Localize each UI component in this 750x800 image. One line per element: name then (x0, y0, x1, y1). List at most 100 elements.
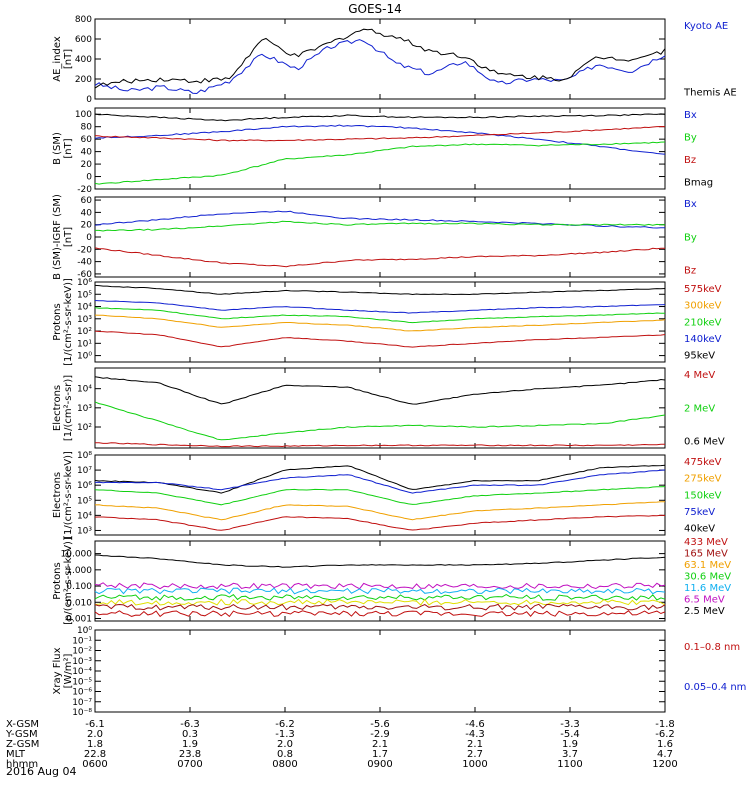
y-axis-label-line: [p/(cm²-s-sr-keV)] (63, 537, 74, 625)
y-axis-label-line: [nT] (63, 227, 74, 247)
y-tick-label: 10⁰ (77, 352, 92, 362)
y-tick-label: 10³ (77, 315, 92, 325)
y-tick-label: -40 (77, 258, 92, 268)
y-tick-label: 10⁸ (77, 451, 92, 461)
panel-6: 10³10⁴10⁵10⁶10⁷10⁸Electrons[1/(cm²-s-sr-… (52, 451, 722, 539)
ephemeris-value: -5.6 (370, 719, 390, 730)
y-tick-label: 10² (77, 423, 92, 433)
ephemeris-value: 22.8 (84, 749, 106, 760)
ephemeris-row-label: hhmm (6, 759, 38, 770)
y-tick-label: 80 (81, 123, 93, 133)
legend-label: Bz (684, 155, 696, 166)
legend-label: 2.5 MeV (684, 606, 725, 617)
legend-label: 475keV (684, 457, 722, 468)
ephemeris-value: 3.7 (562, 749, 578, 760)
series-line (94, 464, 666, 494)
y-tick-label: 10⁻⁸ (72, 708, 92, 718)
y-tick-label: 10¹ (77, 339, 92, 349)
panel-frame (94, 107, 666, 190)
series-line (94, 554, 666, 568)
y-tick-label: 10⁻² (72, 647, 92, 657)
y-tick-label: 20 (81, 160, 93, 170)
date-label: 2016 Aug 04 (6, 765, 76, 778)
legend-label: Bx (684, 199, 697, 210)
series-line (94, 247, 665, 268)
ephemeris-value: 2.7 (467, 749, 483, 760)
ephemeris-value: 2.0 (87, 729, 103, 740)
ephemeris-value: 2.1 (467, 739, 483, 750)
y-tick-label: 10⁶ (77, 278, 92, 288)
y-tick-label: 10.000 (61, 550, 93, 560)
y-tick-label: 0 (86, 233, 92, 243)
y-tick-label: 0 (86, 95, 92, 105)
ephemeris-value: 2.0 (277, 739, 293, 750)
series-line (94, 486, 666, 506)
ephemeris-value: -6.2 (655, 729, 675, 740)
y-tick-label: 400 (75, 55, 92, 65)
legend-label: 275keV (684, 474, 722, 485)
panel-frame (94, 196, 666, 278)
ephemeris-row-label: Z-GSM (6, 739, 39, 750)
y-tick-label: 0.010 (66, 598, 92, 608)
y-axis-label-line: Electrons (52, 385, 63, 431)
y-tick-label: 20 (81, 221, 93, 231)
y-axis-label-line: [1/(cm²-s-sr)] (63, 375, 74, 441)
plot-title: GOES-14 (348, 2, 402, 16)
panel-frame (94, 18, 666, 100)
series-line (94, 594, 666, 601)
legend-label: 30.6 MeV (684, 572, 731, 583)
y-tick-label: 10⁵ (77, 290, 92, 300)
y-tick-label: 10² (77, 327, 92, 337)
series-line (94, 401, 666, 441)
y-axis-label-line: [1/(cm²-s-sr-keV)] (63, 278, 74, 366)
y-axis-label-line: B (SM) (52, 132, 63, 165)
panel-3: -60 -40 -20 0 20 40 60 B (SM)-IGRF (SM)[nT] Bx By… (52, 194, 697, 280)
series-line (94, 610, 666, 618)
legend-label: 210keV (684, 317, 722, 328)
ephemeris-value: 1200 (652, 759, 677, 770)
series-line (94, 587, 666, 595)
ephemeris-value: 0.8 (277, 749, 293, 760)
legend-label: 433 MeV (684, 537, 728, 548)
ephemeris-value: -4.3 (465, 729, 485, 740)
legend-label: Bmag (684, 177, 713, 188)
y-tick-label: 10⁻⁶ (72, 688, 92, 698)
y-axis-label-line: Protons (52, 562, 63, 599)
legend-label: 63.1 MeV (684, 560, 731, 571)
y-tick-label: 10⁻⁴ (72, 667, 92, 677)
ephemeris-value: 0800 (272, 759, 297, 770)
panel-frame (94, 454, 666, 536)
y-tick-label: 0 (86, 173, 92, 183)
y-tick-label: 600 (75, 35, 92, 45)
y-tick-label: 10³ (77, 526, 92, 536)
legend-label: 150keV (684, 490, 722, 501)
ephemeris-value: 2.1 (372, 739, 388, 750)
ephemeris-value: -4.6 (465, 719, 485, 730)
panel-2: -20 0 20 40 60 80 100 B (SM)[nT] Bx By Bz Bmag (52, 107, 713, 195)
legend-label: 0.6 MeV (684, 437, 725, 448)
y-tick-label: 10³ (77, 404, 92, 414)
y-tick-label: 40 (81, 148, 93, 158)
ephemeris-value: 0600 (82, 759, 107, 770)
ephemeris-value: 23.8 (179, 749, 201, 760)
ephemeris-value: 0900 (367, 759, 392, 770)
series-line (94, 125, 666, 142)
ephemeris-value: -1.3 (275, 729, 295, 740)
ephemeris-value: 1.8 (87, 739, 103, 750)
panel-frame (94, 281, 666, 363)
legend-label: 0.1–0.8 nm (684, 642, 740, 653)
y-tick-label: 10⁴ (77, 385, 92, 395)
y-tick-label: 10⁶ (77, 481, 92, 491)
legend-label: 4 MeV (684, 370, 715, 381)
legend-label: 575keV (684, 284, 722, 295)
ephemeris-value: -5.4 (560, 729, 580, 740)
y-tick-label: 10⁴ (77, 303, 92, 313)
legend-label: 2 MeV (684, 403, 715, 414)
y-tick-label: 40 (81, 208, 93, 218)
series-line (94, 330, 666, 348)
legend-label: 300keV (684, 301, 722, 312)
ephemeris-value: 0.3 (182, 729, 198, 740)
ephemeris-value: 4.7 (657, 749, 673, 760)
